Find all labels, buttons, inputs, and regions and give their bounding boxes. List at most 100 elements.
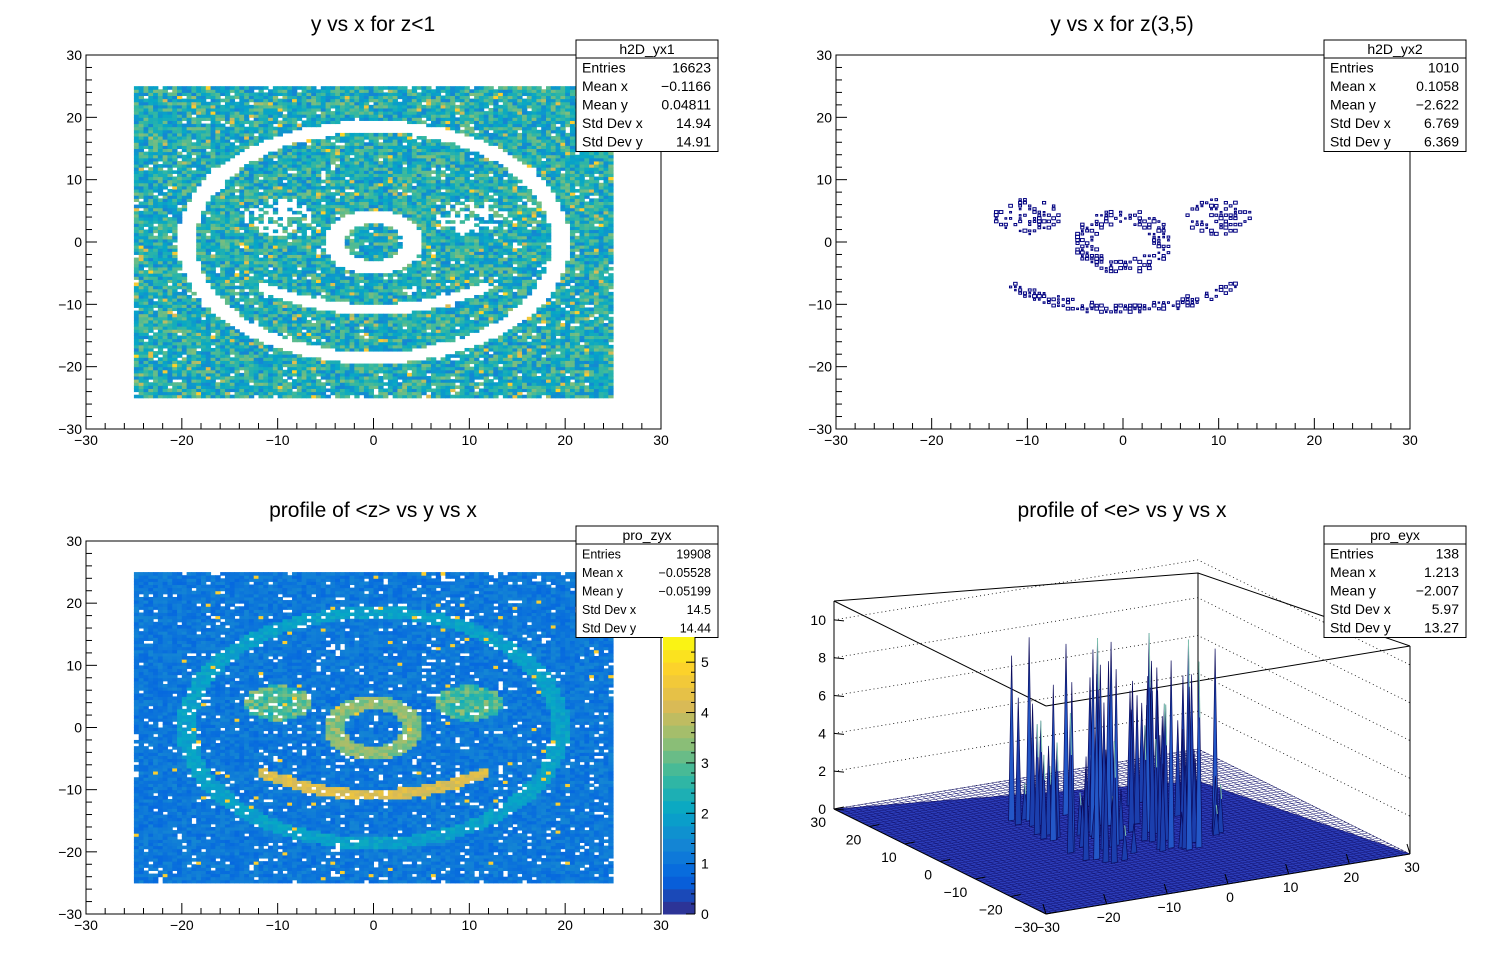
- heatmap-cell: [258, 319, 264, 324]
- heatmap-cell: [426, 285, 432, 290]
- heatmap-cell: [181, 157, 188, 162]
- heatmap-cell: [363, 251, 370, 255]
- heatmap-cell: [421, 291, 427, 296]
- heatmap-cell: [133, 238, 140, 243]
- heatmap-cell: [282, 154, 288, 159]
- heatmap-cell: [344, 270, 351, 274]
- heatmap-cell: [402, 204, 408, 209]
- heatmap-cell: [330, 176, 336, 181]
- heatmap-cell: [330, 154, 336, 159]
- heatmap-cell: [411, 120, 418, 125]
- heatmap-cell: [301, 235, 307, 240]
- heatmap-cell: [172, 329, 178, 333]
- heatmap-cell: [138, 89, 144, 93]
- heatmap-cell: [426, 232, 432, 237]
- heatmap-cell: [263, 301, 269, 305]
- heatmap-cell: [387, 291, 394, 296]
- heatmap-cell: [244, 366, 250, 371]
- heatmap-cell: [368, 170, 374, 174]
- heatmap-cell: [220, 229, 226, 234]
- heatmap-cell: [153, 210, 159, 215]
- heatmap-cell: [205, 357, 212, 361]
- heatmap-cell: [162, 235, 168, 240]
- chart-title: y vs x for z<1: [311, 13, 435, 36]
- heatmap-cell: [335, 170, 341, 174]
- heatmap-cell: [143, 232, 149, 237]
- heatmap-cell: [316, 173, 322, 178]
- heatmap-cell: [258, 198, 264, 202]
- heatmap-cell: [330, 385, 336, 389]
- heatmap-cell: [349, 229, 355, 234]
- heatmap-cell: [239, 89, 245, 93]
- heatmap-cell: [143, 126, 149, 131]
- heatmap-cell: [363, 338, 370, 343]
- heatmap-cell: [383, 164, 389, 168]
- heatmap-cell: [205, 248, 212, 252]
- heatmap-cell: [224, 95, 231, 100]
- heatmap-cell: [181, 145, 188, 149]
- heatmap-cell: [287, 357, 293, 361]
- heatmap-cell: [215, 220, 221, 224]
- heatmap-cell: [316, 198, 322, 202]
- heatmap-cell: [215, 291, 221, 296]
- heatmap-cell: [172, 217, 178, 221]
- heatmap-cell: [138, 95, 144, 100]
- heatmap-cell: [138, 220, 144, 224]
- heatmap-cell: [133, 335, 140, 340]
- heatmap-cell: [258, 366, 264, 371]
- heatmap-cell: [153, 151, 159, 156]
- heatmap-cell: [258, 192, 264, 196]
- heatmap-cell: [157, 313, 164, 318]
- heatmap-cell: [392, 388, 398, 393]
- heatmap-cell: [191, 132, 197, 137]
- heatmap-cell: [287, 391, 293, 396]
- heatmap-cell: [339, 204, 346, 209]
- heatmap-cell: [311, 226, 317, 231]
- heatmap-cell: [282, 301, 288, 305]
- heatmap-cell: [253, 344, 259, 349]
- heatmap-cell: [143, 273, 149, 277]
- heatmap-cell: [148, 142, 154, 146]
- heatmap-cell: [148, 136, 154, 140]
- heatmap-cell: [277, 92, 283, 97]
- heatmap-cell: [282, 316, 288, 321]
- heatmap-cell: [229, 282, 236, 287]
- heatmap-cell: [148, 279, 154, 284]
- heatmap-cell: [287, 319, 293, 324]
- heatmap-cell: [143, 92, 149, 97]
- heatmap-cell: [224, 226, 231, 231]
- heatmap-cell: [287, 95, 293, 100]
- heatmap-cell: [244, 129, 250, 134]
- heatmap-cell: [339, 285, 346, 290]
- heatmap-cell: [215, 338, 221, 343]
- heatmap-cell: [421, 385, 427, 389]
- heatmap-cell: [363, 176, 370, 181]
- heatmap-cell: [282, 145, 288, 149]
- heatmap-cell: [162, 111, 168, 115]
- heatmap-cell: [363, 285, 370, 290]
- heatmap-cell: [402, 382, 408, 386]
- heatmap-cell: [344, 344, 351, 349]
- heatmap-cell: [215, 164, 221, 168]
- heatmap-cell: [201, 220, 207, 224]
- heatmap-cell: [248, 220, 255, 224]
- heatmap-cell: [402, 86, 408, 90]
- heatmap-cell: [272, 238, 279, 243]
- heatmap-cell: [349, 273, 355, 277]
- heatmap-cell: [186, 344, 192, 349]
- heatmap-cell: [224, 185, 231, 190]
- heatmap-cell: [253, 238, 259, 243]
- heatmap-cell: [339, 394, 346, 399]
- heatmap-cell: [368, 288, 374, 293]
- heatmap-cell: [196, 341, 202, 346]
- heatmap-cell: [167, 270, 173, 274]
- heatmap-cell: [402, 323, 408, 327]
- heatmap-cell: [148, 319, 154, 324]
- heatmap-cell: [421, 360, 427, 365]
- heatmap-cell: [224, 217, 231, 221]
- heatmap-cell: [363, 132, 370, 137]
- heatmap-cell: [263, 394, 269, 399]
- heatmap-cell: [138, 114, 144, 118]
- heatmap-cell: [292, 189, 298, 193]
- heatmap-cell: [167, 238, 173, 243]
